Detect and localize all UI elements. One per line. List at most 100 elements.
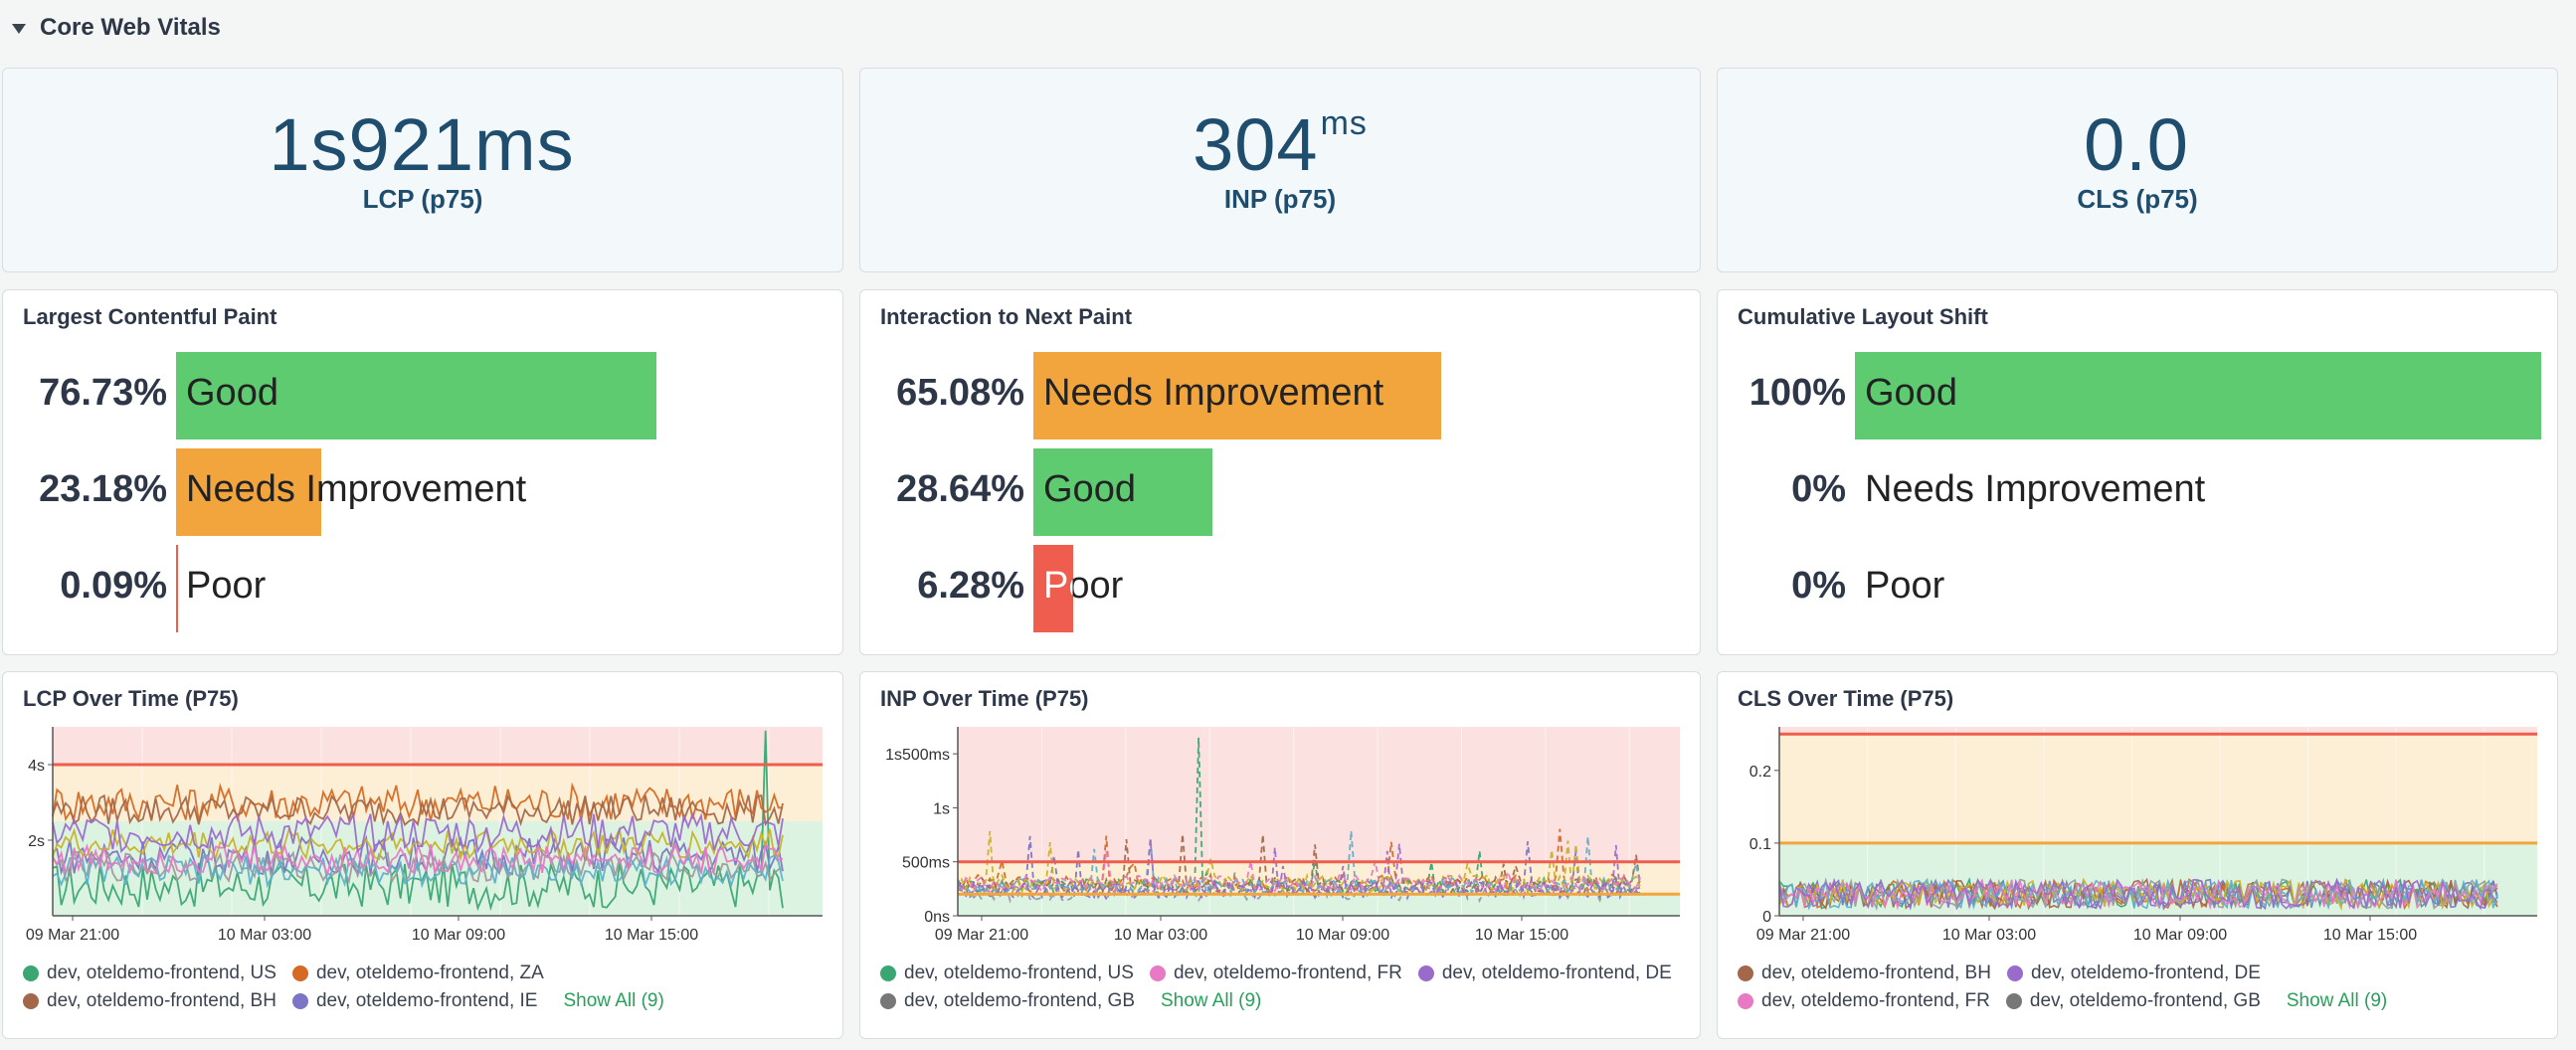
panel-title: Interaction to Next Paint [880,304,1133,329]
lcp-chart[interactable]: 2s 4s 09 Mar 21:00 10 Mar 03:00 10 Mar 09:00… [3,717,843,985]
distribution-row: 6.28% Poor [860,545,1700,632]
distribution-label: Needs Improvement [1043,372,1384,414]
series-line [957,833,1641,897]
inp-timeseries-panel: INP Over Time (P75) 0ns 500ms 1s 1s500ms 09 … [859,671,1701,1039]
distribution-bar [1033,352,1441,439]
legend-item[interactable]: dev, oteldemo-frontend, DE [1417,962,1672,984]
legend-item[interactable]: dev, oteldemo-frontend, BH [23,990,276,1012]
distribution-label: Needs Improvement [1865,468,2206,510]
x-tick-label: 10 Mar 03:00 [1114,927,1207,944]
series-line [957,830,1641,899]
y-tick-label: 500ms [902,855,950,872]
cls-stat-value: 0.0 [2084,103,2189,186]
distribution-bar [1033,448,1213,536]
legend-row-1: dev, oteldemo-frontend, US dev, oteldemo-… [880,962,1672,984]
distribution-row: 0% Poor [1718,545,2557,632]
legend-label: dev, oteldemo-frontend, US [47,962,276,983]
inp-chart[interactable]: 0ns 500ms 1s 1s500ms 09 Mar 21:00 10 Mar 03:0… [860,717,1701,985]
legend-row-2: dev, oteldemo-frontend, BH dev, oteldemo-… [23,990,664,1012]
series-line [52,782,784,822]
lcp-timeseries-panel: LCP Over Time (P75) 2s 4s 09 Mar 21:00 10 M… [2,671,843,1039]
legend-item[interactable]: dev, oteldemo-frontend, FR [1149,962,1402,984]
legend-row-2: dev, oteldemo-frontend, GB Show All (9) [880,990,1261,1012]
good-zone [958,894,1680,916]
distribution-row: 65.08% Needs Improvement [860,352,1700,439]
series-line [52,848,784,885]
legend-swatch [1149,965,1166,981]
distribution-percent: 0% [1791,565,1846,607]
inp-distribution-panel: Interaction to Next Paint 65.08% Needs Im… [859,289,1701,655]
legend-item[interactable]: dev, oteldemo-frontend, US [23,962,276,984]
legend-item[interactable]: dev, oteldemo-frontend, FR [1738,990,1990,1012]
series-line [957,830,1641,895]
legend-swatch [880,965,896,981]
legend-item[interactable]: dev, oteldemo-frontend, GB [2005,990,2261,1012]
show-all-link[interactable]: Show All (9) [2286,990,2388,1011]
x-tick-label: 10 Mar 09:00 [2133,927,2227,944]
legend-item[interactable]: dev, oteldemo-frontend, BH [1738,962,1991,984]
legend-item[interactable]: dev, oteldemo-frontend, US [880,962,1134,984]
panel-title: LCP Over Time (P75) [23,686,239,711]
series-line [957,839,1641,902]
distribution-bar [176,448,322,536]
caret-down-icon [12,24,26,34]
legend-item[interactable]: dev, oteldemo-frontend, IE [291,990,537,1012]
legend-item[interactable]: dev, oteldemo-frontend, DE [2006,962,2261,984]
legend-swatch [880,993,896,1009]
distribution-percent: 100% [1748,372,1846,414]
x-tick-label: 09 Mar 21:00 [1756,927,1850,944]
y-tick-label: 1s500ms [885,747,950,764]
legend-label: dev, oteldemo-frontend, BH [47,990,276,1011]
panel-title: Largest Contentful Paint [23,304,277,329]
distribution-row: 100% Good [1718,352,2557,439]
x-tick-label: 10 Mar 09:00 [1296,927,1389,944]
series-line [957,850,1641,895]
legend-label: dev, oteldemo-frontend, FR [1173,962,1402,983]
y-tick-label: 4s [28,758,45,775]
distribution-percent: 0% [1791,468,1846,510]
series-line [1778,877,2498,911]
legend-row-2: dev, oteldemo-frontend, FR dev, oteldemo-… [1738,990,2387,1012]
cls-distribution-panel: Cumulative Layout Shift 100% Good 0% Needs … [1717,289,2558,655]
x-tick-label: 10 Mar 15:00 [605,927,698,944]
cls-chart[interactable]: 0 0.1 0.2 09 Mar 21:00 10 Mar 03:00 10 Mar 09… [1718,717,2558,985]
x-tick-label: 10 Mar 09:00 [412,927,505,944]
x-tick-label: 10 Mar 03:00 [1942,927,2036,944]
cls-stat-label: CLS (p75) [2077,184,2198,214]
panel-title: INP Over Time (P75) [880,686,1089,711]
legend-swatch [291,993,308,1009]
section-toggle[interactable]: Core Web Vitals [12,8,221,48]
distribution-bar [1033,545,1073,632]
inp-stat-panel: 304ms INP (p75) [859,68,1701,272]
y-tick-label: 2s [28,833,45,850]
legend-label: dev, oteldemo-frontend, US [904,962,1134,983]
distribution-bar [176,545,178,632]
legend-swatch [1417,965,1434,981]
series-line [52,810,784,854]
section-title: Core Web Vitals [40,14,221,41]
show-all-link[interactable]: Show All (9) [563,990,664,1011]
legend-swatch [1738,993,1753,1009]
legend-row-1: dev, oteldemo-frontend, US dev, oteldemo-… [23,962,544,984]
legend-item[interactable]: dev, oteldemo-frontend, ZA [291,962,544,984]
x-tick-label: 10 Mar 15:00 [1475,927,1568,944]
lcp-distribution-panel: Largest Contentful Paint 76.73% Good 23.18… [2,289,843,655]
y-tick-label: 0.2 [1749,764,1771,781]
inp-stat-value: 304ms [1193,103,1368,186]
legend-swatch [2005,993,2022,1009]
legend-label: dev, oteldemo-frontend, GB [904,990,1135,1011]
distribution-percent: 6.28% [917,565,1024,607]
distribution-label: Poor [1043,565,1124,607]
distribution-row: 28.64% Good [860,448,1700,536]
distribution-row: 76.73% Good [3,352,842,439]
distribution-row: 23.18% Needs Improvement [3,448,842,536]
inp-stat-label: INP (p75) [1223,184,1337,214]
series-line [52,793,784,827]
lcp-stat-panel: 1s921ms LCP (p75) [2,68,843,272]
legend-label: dev, oteldemo-frontend, BH [1761,962,1991,983]
legend-item[interactable]: dev, oteldemo-frontend, GB [880,990,1135,1012]
distribution-row: 0% Needs Improvement [1718,448,2557,536]
lcp-stat-value: 1s921ms [269,103,575,186]
y-tick-label: 1s [933,800,950,817]
show-all-link[interactable]: Show All (9) [1161,990,1262,1011]
